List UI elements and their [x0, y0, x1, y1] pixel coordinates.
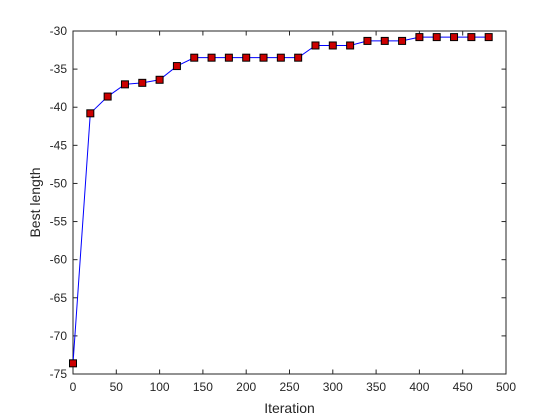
plot-box [72, 30, 507, 375]
data-point [103, 92, 112, 101]
data-point [432, 33, 441, 42]
x-axis-label: Iteration [264, 400, 315, 416]
x-tick-label: 100 [150, 380, 170, 394]
data-point [190, 53, 199, 62]
x-tick-label: 0 [70, 380, 77, 394]
data-point [69, 359, 77, 368]
data-point [259, 53, 268, 62]
data-point [242, 53, 251, 62]
data-point [363, 36, 372, 45]
x-tick-label: 500 [496, 380, 516, 394]
ticks: 0 50 100 150 200 250 300 350 400 450 500 -30 -35 -40 -… [50, 24, 517, 394]
data-point [328, 41, 337, 50]
data-point [415, 33, 424, 42]
y-tick-label: -70 [50, 329, 68, 343]
data-point [224, 53, 233, 62]
y-tick-label: -50 [50, 176, 68, 190]
x-tick-label: 150 [193, 380, 213, 394]
data-point [311, 41, 320, 50]
data-point [155, 75, 164, 84]
y-tick-label: -55 [50, 215, 68, 229]
y-tick-label: -75 [50, 367, 68, 381]
series [69, 33, 493, 368]
data-point [120, 80, 129, 89]
x-tick-label: 200 [236, 380, 256, 394]
data-point [172, 62, 181, 71]
data-point [450, 33, 459, 42]
axes [72, 30, 507, 375]
y-tick-label: -45 [50, 138, 68, 152]
x-tick-label: 50 [110, 380, 124, 394]
y-tick-label: -60 [50, 253, 68, 267]
data-point [138, 78, 147, 87]
data-point [380, 36, 389, 45]
y-tick-label: -30 [50, 24, 68, 38]
x-tick-label: 250 [279, 380, 299, 394]
data-point [346, 41, 355, 50]
data-point [398, 36, 407, 45]
data-point [484, 33, 493, 42]
y-tick-label: -65 [50, 291, 68, 305]
data-point [86, 109, 95, 118]
y-tick-label: -35 [50, 62, 68, 76]
x-tick-label: 450 [453, 380, 473, 394]
data-point [294, 53, 303, 62]
x-tick-label: 350 [366, 380, 386, 394]
x-tick-label: 300 [323, 380, 343, 394]
y-tick-label: -40 [50, 100, 68, 114]
x-tick-label: 400 [409, 380, 429, 394]
data-point [276, 53, 285, 62]
y-axis-label: Best length [27, 167, 43, 237]
data-point [467, 33, 476, 42]
data-point [207, 53, 216, 62]
